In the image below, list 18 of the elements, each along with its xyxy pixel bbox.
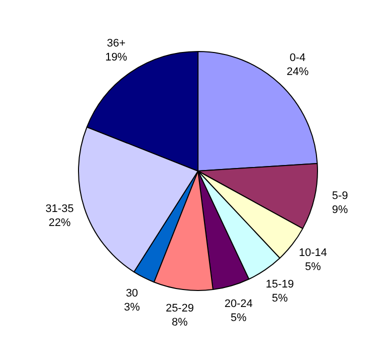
slice-label: 36+ bbox=[106, 38, 126, 50]
data-label: 24% bbox=[286, 66, 309, 78]
data-label: 19% bbox=[105, 52, 128, 64]
data-label: 3% bbox=[124, 302, 140, 314]
data-label: 5% bbox=[230, 312, 247, 324]
slice-label: 30 bbox=[126, 288, 138, 300]
slice-label: 31-35 bbox=[46, 202, 74, 215]
slice-label: 5-9 bbox=[332, 190, 348, 202]
slice-label: 10-14 bbox=[298, 247, 328, 260]
data-label: 8% bbox=[172, 316, 188, 328]
slice-label: 0-4 bbox=[290, 52, 306, 64]
data-label: 22% bbox=[48, 216, 71, 229]
slice-label: 20-24 bbox=[224, 298, 253, 310]
data-label: 9% bbox=[332, 204, 348, 216]
data-label: 5% bbox=[305, 261, 322, 274]
slice-label: 15-19 bbox=[266, 278, 294, 290]
data-label: 5% bbox=[272, 292, 288, 304]
slice-label: 25-29 bbox=[166, 302, 194, 314]
